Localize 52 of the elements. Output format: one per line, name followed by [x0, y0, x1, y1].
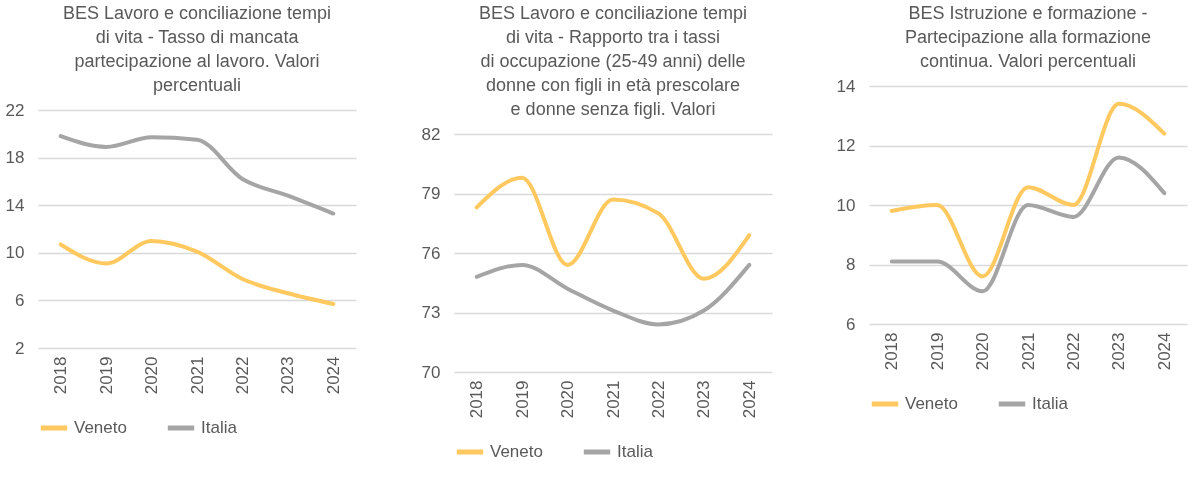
x-tick-label: 2019: [96, 356, 116, 395]
x-tick-label: 2022: [1063, 332, 1083, 371]
y-tick-label: 76: [421, 243, 440, 263]
y-tick-label: 10: [836, 195, 856, 215]
y-tick-label: 12: [836, 136, 856, 155]
x-tick-label: 2018: [466, 380, 486, 419]
y-tick-label: 79: [421, 184, 440, 203]
x-tick-label: 2020: [557, 380, 577, 419]
legend-label: Veneto: [905, 394, 958, 413]
y-tick-label: 73: [421, 303, 440, 322]
y-tick-label: 10: [5, 243, 25, 263]
x-tick-label: 2019: [512, 380, 532, 419]
x-tick-label: 2020: [973, 332, 993, 371]
y-tick-label: 22: [5, 100, 25, 120]
y-tick-label: 2: [15, 338, 25, 358]
legend-label: Veneto: [74, 418, 127, 437]
y-tick-label: 6: [846, 314, 856, 334]
x-tick-label: 2021: [187, 356, 207, 395]
y-tick-label: 14: [836, 76, 856, 96]
x-tick-label: 2021: [603, 380, 622, 419]
x-tick-label: 2018: [882, 332, 902, 371]
y-tick-label: 82: [421, 124, 440, 144]
x-tick-label: 2018: [51, 356, 71, 395]
line-series: [58, 134, 336, 216]
line-series: [889, 101, 1167, 279]
y-tick-label: 8: [846, 255, 856, 274]
x-tick-label: 2020: [142, 356, 162, 395]
line-series: [58, 238, 336, 306]
x-tick-label: 2023: [1109, 332, 1129, 371]
legend-label: Italia: [1032, 394, 1069, 413]
x-tick-label: 2024: [323, 356, 343, 395]
x-tick-label: 2023: [278, 356, 298, 395]
legend-label: Italia: [201, 418, 238, 437]
chart-title: BES Lavoro e conciliazione tempi di vita - Tasso di mancata partecipazione al lavoro. Valori percentuali: [62, 3, 332, 95]
x-tick-label: 2024: [739, 380, 759, 419]
y-tick-label: 70: [421, 362, 440, 382]
line-series: [474, 262, 751, 327]
y-tick-label: 18: [5, 148, 25, 168]
x-tick-label: 2022: [232, 356, 252, 395]
x-tick-label: 2021: [1018, 332, 1038, 371]
y-tick-label: 6: [15, 290, 25, 310]
x-tick-label: 2024: [1154, 332, 1174, 371]
y-tick-label: 14: [5, 195, 25, 215]
line-series: [889, 155, 1167, 294]
legend-label: Veneto: [489, 442, 543, 461]
chart-title: BES Istruzione e formazione - Partecipazione alla formazione continua. Valori percentuali: [904, 3, 1152, 71]
chart-title: BES Lavoro e conciliazione tempi di vita - Rapporto tra i tassi di occupazione (25-49 anni) delle donne con figli in età prescolare e donne senza figli. Valori: [478, 3, 747, 119]
x-tick-label: 2022: [648, 380, 668, 419]
legend-label: Italia: [616, 442, 653, 461]
x-tick-label: 2019: [927, 332, 947, 371]
line-series: [474, 175, 751, 281]
x-tick-label: 2023: [693, 380, 713, 419]
